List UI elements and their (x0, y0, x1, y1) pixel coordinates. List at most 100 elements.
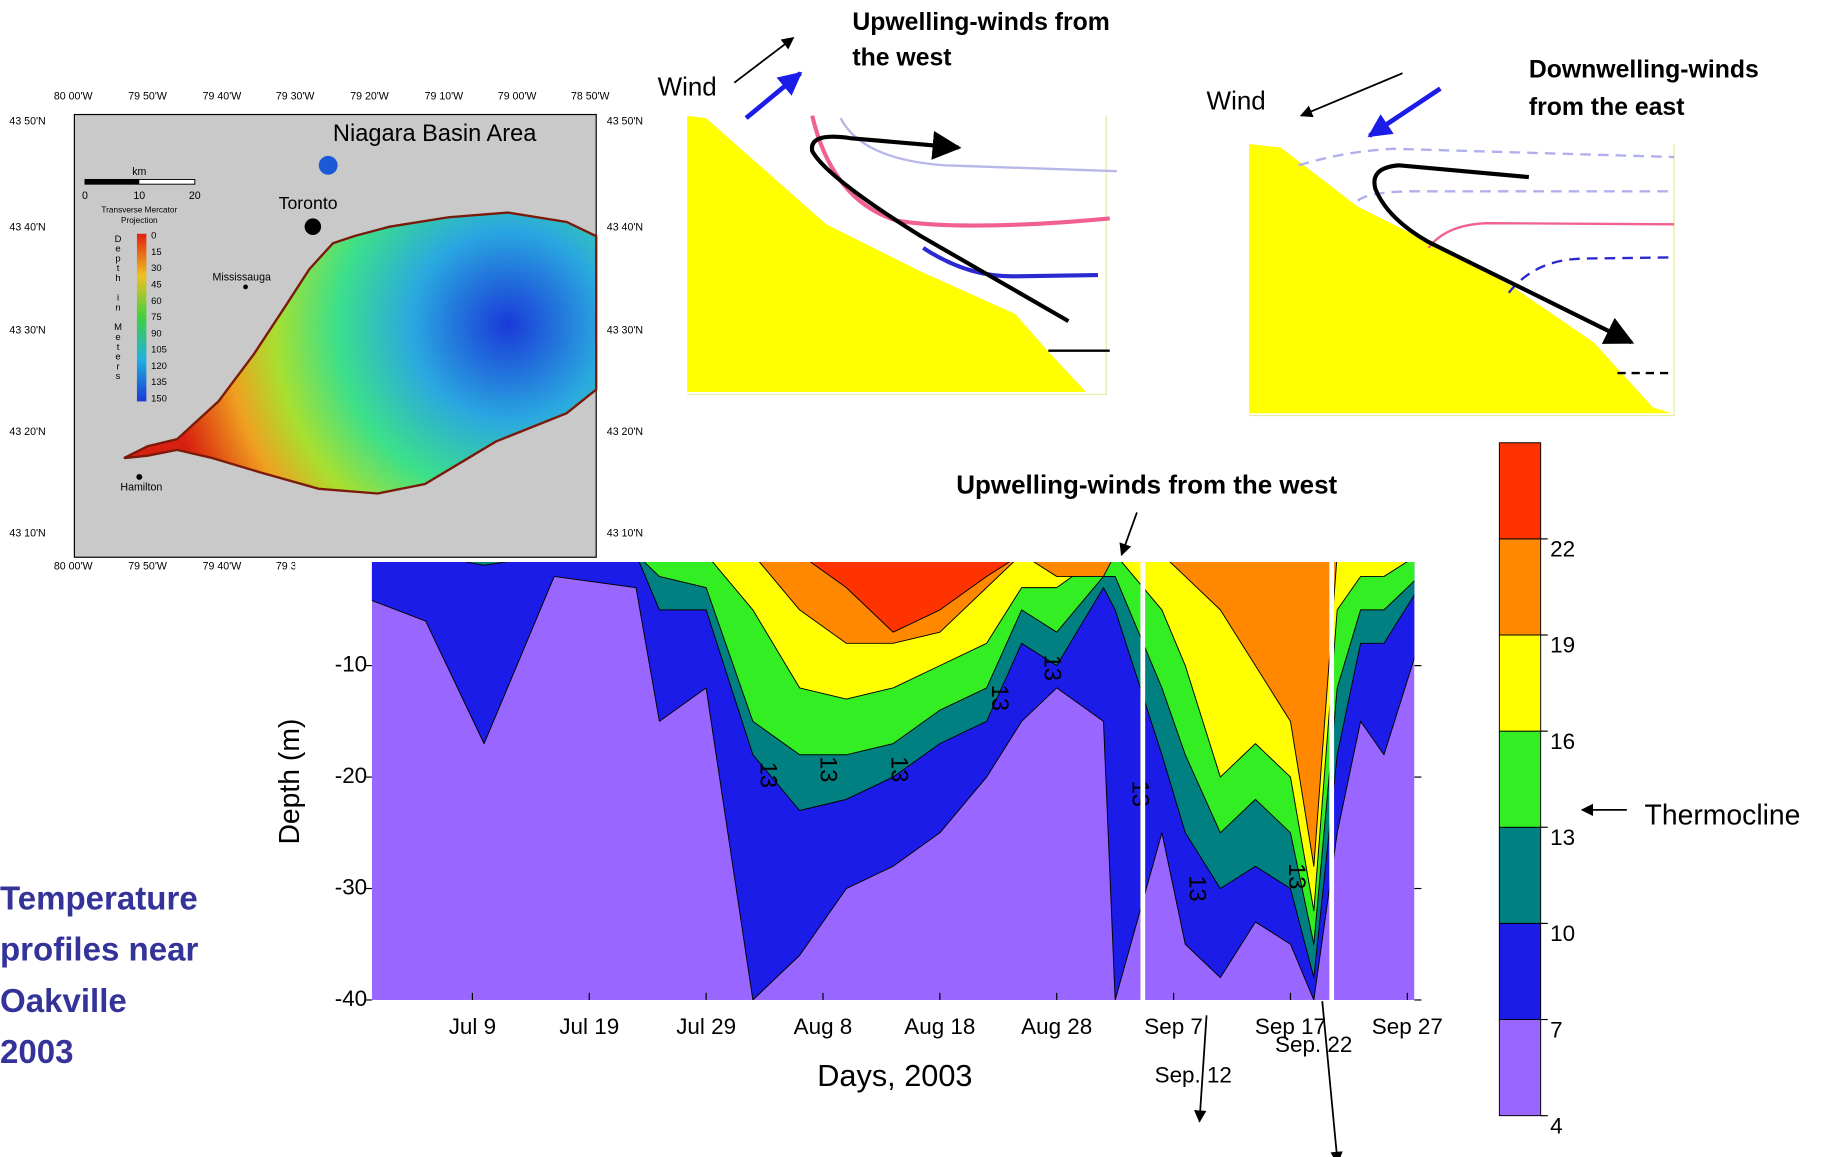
colorbar-tick-label: 16 (1550, 729, 1575, 754)
colorbar-band (1498, 730, 1542, 828)
y-tick-label: -30 (335, 874, 367, 899)
latitude-label: 43 10'N (607, 527, 643, 539)
circulation-arrow (809, 130, 1070, 323)
contour-label: 13 (1126, 781, 1152, 807)
annotation: Upwelling-winds from the west (956, 469, 1337, 499)
scale-tick: 0 (82, 190, 88, 202)
city-label: Hamilton (120, 481, 162, 493)
date-note: Sep. 22 (1275, 1032, 1352, 1057)
colorbar-band (1498, 634, 1542, 732)
contour-label: 13 (755, 762, 781, 788)
upwelling-diagram: Wind Upwelling-winds from the west (658, 9, 1117, 395)
x-tick-label: Aug 18 (904, 1014, 975, 1039)
colorbar-tick-label: 10 (1550, 921, 1575, 946)
city-label: Toronto (279, 193, 338, 213)
longitude-label: 79 40'W (203, 91, 242, 103)
longitude-label: 79 40'W (203, 561, 242, 573)
colorbar-tick-label: 4 (1550, 1113, 1562, 1138)
isotherm-line (1427, 221, 1675, 249)
isotherm-line (839, 117, 1117, 173)
city-dot (304, 218, 322, 235)
latitude-label: 43 30'N (607, 324, 643, 336)
colorbar-tick-label: 13 (1550, 825, 1575, 850)
isotherm-band (758, 561, 1338, 867)
thermocline-note: Thermocline (1645, 799, 1801, 831)
side-note: Temperature profiles near Oakville 2003 (0, 881, 198, 1071)
latitude-label: 43 30'N (9, 324, 45, 336)
wind-arrow (1299, 72, 1403, 118)
colorbar-band (1498, 1019, 1542, 1117)
y-tick-label: -20 (335, 763, 367, 788)
isotherm-band (809, 561, 1011, 633)
scale-title: km (132, 166, 146, 178)
isotherm-line (810, 115, 1110, 228)
diagram-title: Downwelling-winds (1529, 56, 1759, 83)
contour-label: 13 (1283, 863, 1309, 889)
x-tick-label: Jul 19 (559, 1014, 619, 1039)
city-label: Mississauga (213, 271, 271, 283)
colorbar-band (1498, 826, 1542, 924)
depth-legend-tick: 45 (151, 280, 162, 291)
depth-legend-title: Depth in Meters (113, 234, 124, 381)
isotherm-band (712, 561, 1408, 912)
longitude-label: 80 00'W (54, 561, 93, 573)
lake-slope (687, 115, 1087, 392)
depth-legend-tick: 75 (151, 312, 162, 323)
depth-legend-tick: 90 (151, 328, 162, 339)
side-note-line: Temperature (0, 881, 198, 918)
latitude-label: 43 50'N (9, 115, 45, 127)
map: Niagara Basin Area Toronto Mississauga H… (9, 91, 643, 573)
lake-slope (1249, 144, 1672, 414)
date-arrow (1194, 1015, 1208, 1123)
colorbar-tick-label: 7 (1550, 1017, 1562, 1042)
circulation-arrow (1372, 163, 1635, 345)
city-dot (136, 474, 143, 480)
colorbar: 4 7 10 13 16 19 22 (1498, 442, 1575, 1138)
isotherm-line (922, 246, 1098, 279)
wind-label: Wind (658, 71, 717, 101)
map-title: Niagara Basin Area (333, 121, 537, 147)
latitude-label: 43 20'N (607, 426, 643, 438)
depth-legend-tick: 120 (151, 361, 167, 372)
latitude-label: 43 10'N (9, 527, 45, 539)
isotherm-line (1356, 190, 1675, 202)
longitude-label: 79 10'W (425, 91, 464, 103)
colorbar-tick-label: 19 (1550, 633, 1575, 658)
depth-legend-tick: 135 (151, 377, 167, 388)
diagram-title: Upwelling-winds from (852, 9, 1109, 36)
wind-arrow (744, 71, 803, 120)
x-tick-label: Jul 9 (449, 1014, 496, 1039)
x-tick-label: Sep 7 (1144, 1014, 1203, 1039)
side-note-line: 2003 (0, 1034, 74, 1071)
contour-label: 13 (986, 685, 1012, 711)
x-tick-label: Aug 8 (794, 1014, 853, 1039)
date-arrow (1321, 1001, 1343, 1157)
longitude-label: 78 50'W (571, 91, 610, 103)
contour-chart: 13 13 13 13 13 13 13 13 -10 -20 -30 -40 Jul 9 Jul 19… (274, 442, 1801, 1157)
x-tick-label: Sep 17 (1255, 1014, 1326, 1039)
x-tick-label: Jul 29 (676, 1014, 736, 1039)
y-axis-label: Depth (m) (274, 719, 306, 845)
contour-label: 13 (814, 756, 840, 782)
depth-legend-tick: 60 (151, 296, 162, 307)
longitude-label: 80 00'W (54, 91, 93, 103)
longitude-label: 79 50'W (128, 561, 167, 573)
noaa-logo (318, 155, 338, 175)
contour-label: 13 (1039, 655, 1065, 681)
depth-legend-tick: 0 (151, 231, 156, 242)
colorbar-band (1498, 922, 1542, 1021)
downwelling-diagram: Wind Downwelling-winds from the east (1207, 56, 1759, 417)
isotherm-line (1507, 256, 1675, 294)
y-tick-label: -40 (335, 986, 367, 1011)
latitude-label: 43 40'N (607, 222, 643, 234)
projection-label: Transverse Mercator (101, 205, 177, 214)
colorbar-band (1498, 442, 1542, 540)
plot-area: 13 13 13 13 13 13 13 13 (371, 561, 1415, 1000)
longitude-label: 79 50'W (128, 91, 167, 103)
latitude-label: 43 40'N (9, 222, 45, 234)
contour-label: 13 (1184, 875, 1210, 901)
side-note-line: Oakville (0, 983, 127, 1020)
longitude-label: 79 20'W (350, 91, 389, 103)
x-axis-label: Days, 2003 (817, 1058, 972, 1093)
